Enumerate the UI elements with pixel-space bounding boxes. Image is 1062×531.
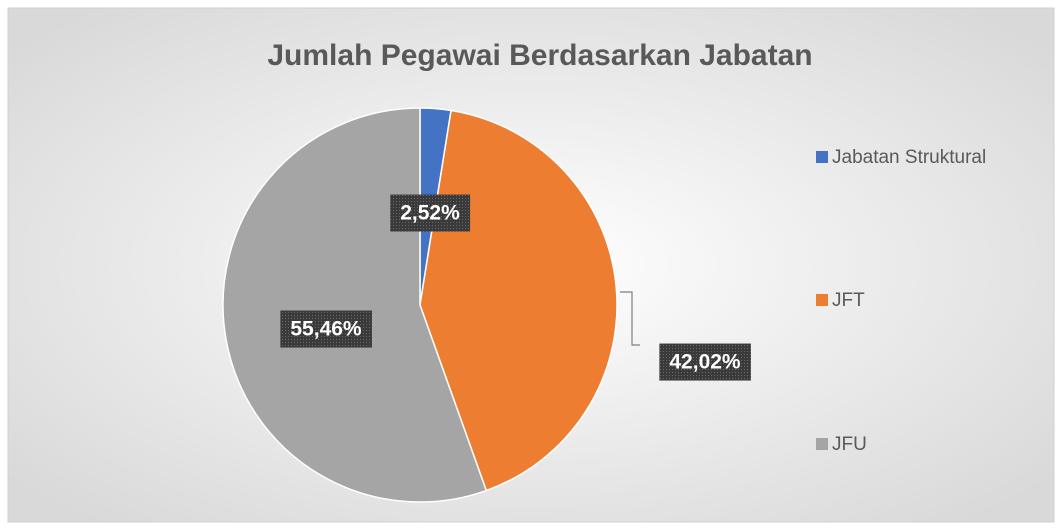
legend-label: Jabatan Struktural [832,147,986,168]
legend-swatch [816,151,828,163]
data-label-box [280,310,372,348]
legend-swatch [816,438,828,450]
leader-line [620,291,640,346]
chart-title: Jumlah Pegawai Berdasarkan Jabatan [267,39,812,72]
legend-label: JFU [832,434,867,455]
data-label-box [390,194,471,232]
data-label: 55,46% [290,318,362,341]
data-label: 2,52% [400,202,460,225]
data-label-box [659,343,751,381]
legend-label: JFT [832,290,865,311]
data-label: 42,02% [669,351,741,374]
legend-swatch [816,294,828,306]
pie-slice [222,107,488,503]
